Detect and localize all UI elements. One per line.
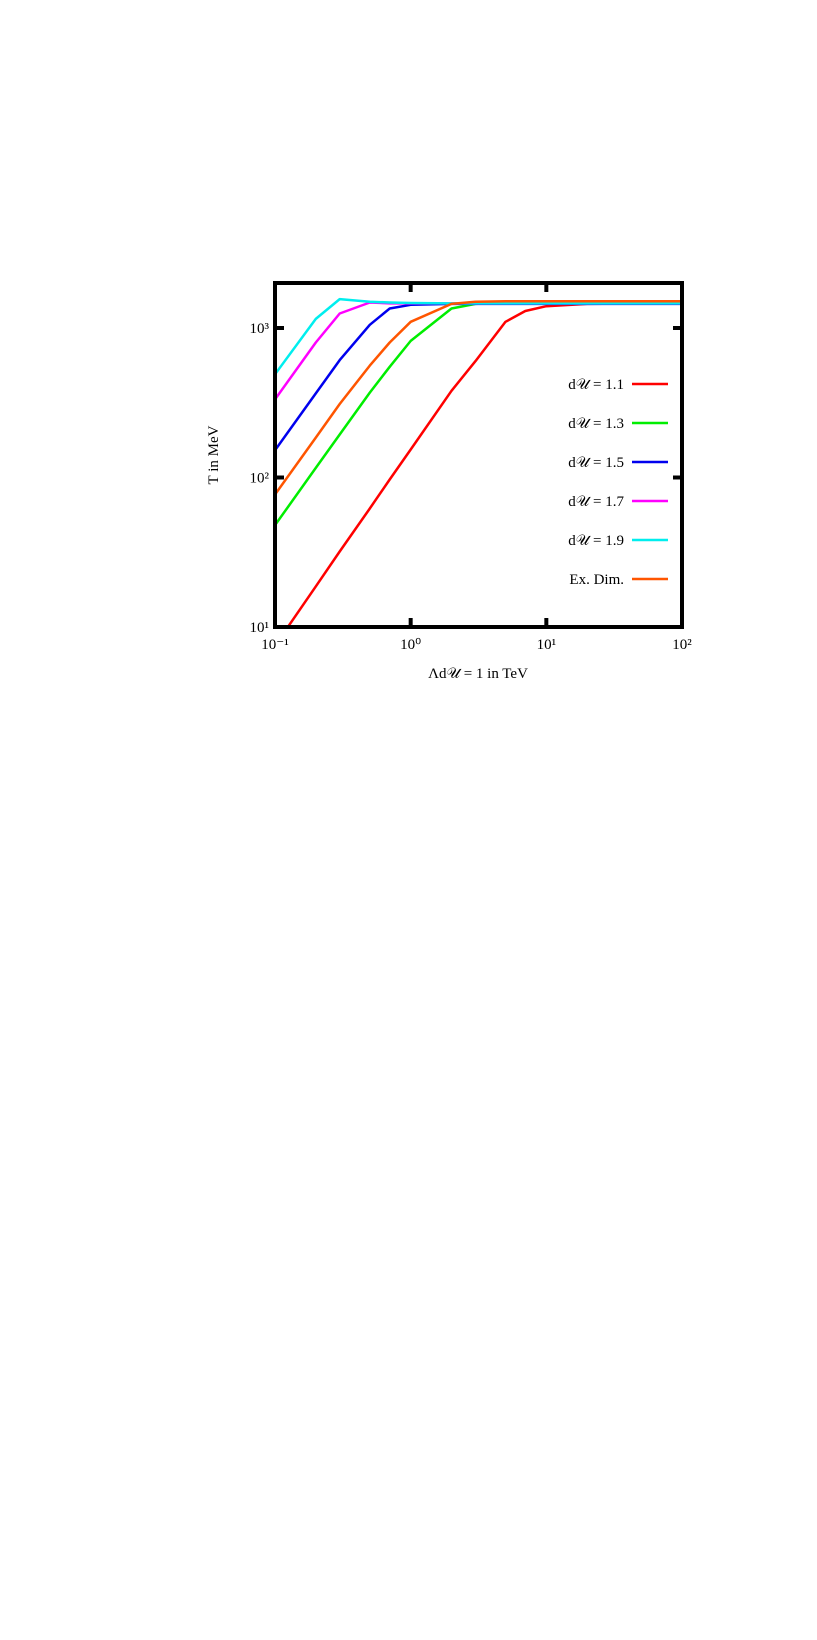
- legend-label: d𝒰 = 1.9: [568, 533, 624, 549]
- plot-lines: [275, 297, 682, 627]
- y-axis-title: T in MeV: [206, 425, 222, 484]
- series-line: [275, 297, 682, 376]
- y-tick-label: 10²: [250, 471, 270, 487]
- series-line: [275, 301, 682, 526]
- x-tick-label: 10¹: [537, 637, 557, 653]
- legend-label: d𝒰 = 1.1: [568, 377, 624, 393]
- legend-label: Ex. Dim.: [569, 572, 624, 588]
- series-line: [275, 299, 682, 496]
- legend-label: d𝒰 = 1.3: [568, 416, 624, 432]
- legend-label: d𝒰 = 1.7: [568, 494, 624, 510]
- x-tick-label: 10⁻¹: [261, 637, 288, 653]
- y-tick-label: 10³: [250, 321, 270, 337]
- plot-frame: [273, 281, 684, 629]
- legend-label: d𝒰 = 1.5: [568, 455, 624, 471]
- y-tick-label: 10¹: [250, 620, 270, 636]
- x-tick-label: 10²: [672, 637, 692, 653]
- x-tick-label: 10⁰: [400, 637, 421, 653]
- series-line: [286, 302, 682, 627]
- x-axis-title: Λd𝒰 = 1 in TeV: [428, 666, 528, 682]
